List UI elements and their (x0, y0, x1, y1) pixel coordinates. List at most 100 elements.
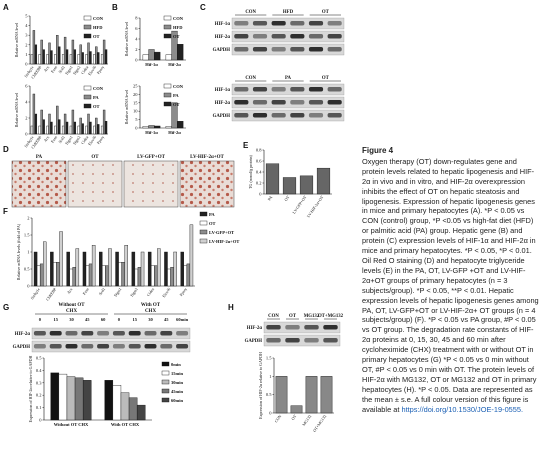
bar (34, 113, 38, 135)
blot-band (290, 34, 305, 39)
y-tick-label: 0 (27, 284, 30, 289)
bar (154, 265, 158, 287)
bar (290, 405, 303, 414)
bar (82, 380, 92, 421)
bar (108, 248, 112, 287)
group-sub: CHX (66, 309, 78, 314)
legend-label: LV-HIF-2α+OT (209, 239, 239, 244)
lane-label: 45 (164, 317, 169, 322)
bar (91, 244, 96, 287)
blot-band (285, 338, 300, 343)
bar (43, 241, 47, 287)
legend-swatch (163, 15, 172, 21)
y-tick-label: 15 (133, 100, 138, 105)
y-tick-label: 1.5 (266, 356, 272, 361)
blot-band (234, 113, 249, 118)
bar (164, 251, 168, 287)
bar (58, 373, 68, 421)
bar (48, 42, 51, 65)
bar (38, 125, 41, 135)
lane-label: 60 (101, 317, 106, 322)
blot-band (271, 113, 286, 118)
blot-band (308, 100, 324, 105)
row-label: GAPDH (213, 114, 231, 119)
blot-band (128, 331, 141, 336)
row-label: GAPDH (213, 48, 231, 53)
bar (137, 267, 142, 287)
blot-band (65, 331, 78, 336)
bar (46, 125, 49, 135)
blot-band (327, 113, 342, 118)
y-axis-label: Relative mRNA level (124, 21, 129, 56)
x-tick-label: Pparγ (96, 65, 105, 76)
row-label: HIF-1α (215, 22, 231, 27)
legend-swatch (83, 33, 92, 39)
blot-band (327, 87, 342, 92)
bar (97, 52, 100, 65)
legend-swatch (199, 211, 208, 217)
x-tick-label: Hif-2α (168, 62, 181, 67)
blot-band (144, 331, 157, 336)
x-tick-label: Elovl6 (161, 287, 171, 299)
legend-label: 15min (171, 371, 183, 376)
y-tick-label: 0 (135, 58, 138, 63)
bar (97, 124, 100, 135)
panel-letter: D (3, 145, 9, 154)
bar (275, 376, 288, 414)
blot-band (252, 113, 268, 118)
blot-band (252, 100, 268, 105)
bar (148, 49, 155, 61)
caption-text: Oxygen therapy (OT) down-regulates gene … (362, 156, 539, 414)
x-tick-label: Hif-2α (168, 130, 181, 135)
blot-band (290, 113, 305, 118)
y-tick-label: 2 (135, 47, 137, 52)
bar (165, 54, 172, 61)
y-tick-label: 0 (259, 192, 262, 197)
bar (40, 39, 43, 65)
group-title: With OT (141, 303, 161, 308)
group-title: OT (289, 314, 297, 319)
legend-swatch (163, 83, 172, 89)
bar (105, 265, 109, 287)
x-tick-label: Cidea (80, 65, 90, 76)
legend-swatch (161, 361, 170, 367)
caption-title: Figure 4 (362, 146, 394, 155)
bar (154, 125, 161, 129)
legend-label: OT (93, 34, 100, 39)
bar (42, 119, 45, 135)
blot-strip (31, 340, 191, 353)
bar (154, 51, 161, 61)
y-tick-label: 25 (133, 84, 138, 89)
x-tick-label: Pparγ (96, 135, 105, 146)
blot-band (285, 325, 300, 330)
caption-link[interactable]: https://doi.org/10.1530/JOE-19-0555. (401, 404, 524, 414)
y-tick-label: 0 (25, 132, 28, 137)
y-tick-label: 0.5 (36, 356, 42, 361)
bar (56, 35, 59, 65)
x-tick-label: LV-HIF-2α+OT (306, 194, 325, 218)
blot-band (144, 344, 157, 349)
blot-band (252, 21, 268, 26)
bar (53, 262, 57, 287)
y-tick-label: 4 (25, 23, 28, 28)
bar (66, 251, 70, 287)
x-tick-label: ChREBP (45, 286, 58, 302)
bar (128, 397, 138, 421)
blot-band (327, 100, 342, 105)
blot-band (308, 21, 324, 26)
bar (265, 163, 280, 195)
panel-letter: G (3, 303, 9, 312)
bar (58, 46, 61, 65)
x-tick-label: Acc (66, 287, 74, 295)
bar (170, 267, 174, 287)
bar (69, 125, 73, 135)
blot-band (271, 47, 286, 52)
bar (61, 54, 65, 65)
row-label: GAPDH (245, 339, 263, 344)
x-tick-label: MG132 (301, 414, 312, 427)
y-axis-label: Relative mRNA level (14, 22, 19, 57)
bar (282, 177, 297, 195)
blot-strip (231, 43, 345, 56)
legend-label: CON (93, 86, 104, 91)
bar (115, 251, 119, 287)
